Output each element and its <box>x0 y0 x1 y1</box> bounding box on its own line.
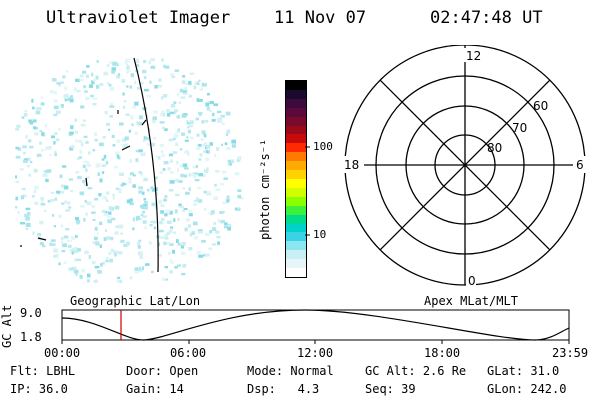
colorbar-swatch <box>286 152 306 162</box>
colorbar-tick-100: 100 <box>313 140 333 153</box>
colorbar-swatch <box>286 214 306 224</box>
colorbar-swatch <box>286 259 306 269</box>
colorbar-swatch <box>286 250 306 260</box>
colorbar-swatch <box>286 268 306 277</box>
terminator-line <box>133 57 159 273</box>
colorbar-label: photon cm⁻²s⁻¹ <box>258 138 272 240</box>
timeline-left-title: Geographic Lat/Lon <box>70 294 201 308</box>
gc-alt-field: GC Alt: 2.6 Re <box>365 364 467 378</box>
timeline-xtick-0000: 00:00 <box>44 346 81 360</box>
polar-plot: 12 18 6 0 60 70 80 <box>340 45 587 288</box>
timeline-ytick-1.8: 1.8 <box>20 330 42 344</box>
timeline-xtick-1800: 18:00 <box>424 346 461 360</box>
coastline-segment <box>121 145 131 151</box>
colorbar-swatch <box>286 134 306 144</box>
altitude-timeline <box>61 309 570 344</box>
coastline-segment <box>141 119 147 126</box>
colorbar-swatch <box>286 143 306 153</box>
uv-image-panel <box>15 57 244 284</box>
timeline-ytick-9: 9.0 <box>20 306 42 320</box>
colorbar-swatch <box>286 107 306 117</box>
timeline-xtick-1200: 12:00 <box>297 346 334 360</box>
meridian-diagonal <box>379 79 551 251</box>
lat-label-60: 60 <box>533 99 548 113</box>
colorbar-swatch <box>286 205 306 215</box>
colorbar-swatch <box>286 89 306 99</box>
colorbar-swatch <box>286 170 306 179</box>
coastline-segment <box>37 237 47 241</box>
timeline-xtick-2359: 23:59 <box>552 346 589 360</box>
colorbar-swatch <box>286 241 306 251</box>
colorbar-swatch <box>286 81 306 90</box>
instrument-title: Ultraviolet Imager <box>46 8 231 28</box>
door-field: Door: Open <box>126 364 199 378</box>
colorbar-swatch <box>286 116 306 126</box>
altitude-curve <box>61 309 570 341</box>
colorbar-swatch <box>286 187 306 197</box>
seq-field: Seq: 39 <box>365 382 416 396</box>
colorbar-ticks <box>305 146 310 236</box>
aurora-emission-speckles <box>15 58 244 284</box>
colorbar <box>285 80 307 278</box>
date-label: 11 Nov 07 <box>274 8 367 28</box>
glat-field: GLat: 31.0 <box>487 364 560 378</box>
mode-field: Mode: Normal <box>247 364 334 378</box>
ip-field: IP: 36.0 <box>10 382 68 396</box>
colorbar-swatch <box>286 223 306 233</box>
filter-field: Flt: LBHL <box>10 364 76 378</box>
colorbar-swatch <box>286 178 306 188</box>
timeline-ylabel: GC Alt <box>0 304 14 348</box>
colorbar-swatch <box>286 161 306 171</box>
mlt-label-6: 6 <box>576 158 584 172</box>
dsp-field: Dsp: 4.3 <box>247 382 320 396</box>
timeline-right-title: Apex MLat/MLT <box>424 294 518 308</box>
colorbar-swatch <box>286 125 306 135</box>
mlt-label-12: 12 <box>466 49 481 63</box>
colorbar-swatch <box>286 196 306 206</box>
colorbar-swatch <box>286 232 306 242</box>
lat-label-70: 70 <box>512 121 527 135</box>
mlt-label-18: 18 <box>344 158 359 172</box>
timeline-xtick-0600: 06:00 <box>170 346 207 360</box>
colorbar-tick-10: 10 <box>313 228 327 241</box>
lat-label-80: 80 <box>487 141 502 155</box>
coastline-segment <box>85 177 88 187</box>
gain-field: Gain: 14 <box>126 382 184 396</box>
mlt-label-0: 0 <box>468 274 476 288</box>
colorbar-swatch <box>286 98 306 108</box>
glon-field: GLon: 242.0 <box>487 382 567 396</box>
time-label: 02:47:48 UT <box>430 8 543 28</box>
